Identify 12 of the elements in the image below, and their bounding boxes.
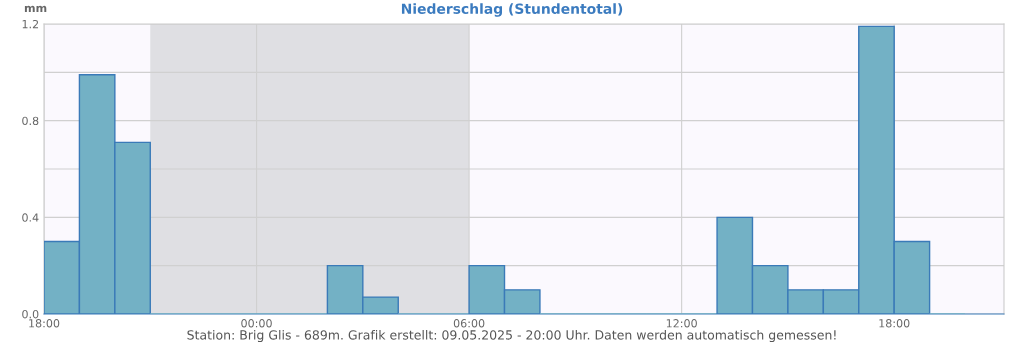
chart-title: Niederschlag (Stundentotal)	[401, 3, 623, 17]
text: Station: Brig Glis - 689m. Grafik erstellt: 09.05.2025 - 20:00 Uhr. Daten werden automatisch gemessen!	[187, 329, 836, 343]
y-axis-title: mm	[24, 5, 47, 13]
x-tick-label: 18:00	[29, 319, 60, 328]
y-tick-label: 0.8	[22, 116, 39, 126]
y-tick-label: 1.2	[22, 19, 39, 29]
x-tick-label: 00:00	[241, 319, 272, 328]
x-tick-label: 18:00	[879, 319, 910, 328]
y-tick-label: 0.4	[22, 213, 39, 222]
x-tick-label: 06:00	[453, 319, 485, 328]
y-tick-label: 0.0	[22, 309, 39, 319]
x-tick-label: 12:00	[666, 319, 697, 328]
